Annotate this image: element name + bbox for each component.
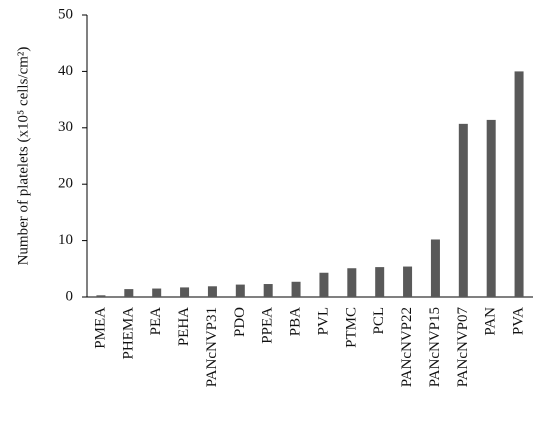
bar — [458, 123, 468, 298]
bar — [514, 71, 524, 298]
x-tick-label: PTMC — [343, 307, 359, 348]
x-tick-label: PVA — [511, 307, 527, 335]
bar — [235, 284, 245, 297]
x-tick-label: PDO — [232, 307, 248, 337]
y-tick-label: 20 — [58, 176, 73, 192]
bar — [207, 286, 217, 297]
x-tick-label: PMEA — [92, 307, 108, 349]
y-tick-label: 50 — [58, 6, 73, 22]
y-tick-label: 30 — [58, 119, 73, 135]
bar — [291, 281, 301, 297]
bar — [347, 268, 357, 297]
x-tick-label: PCL — [371, 307, 387, 335]
bar — [96, 295, 106, 297]
bar — [124, 289, 134, 297]
x-tick-label: PAN — [483, 307, 499, 336]
y-tick-label: 10 — [58, 232, 73, 248]
x-tick-label: PVL — [315, 307, 331, 335]
bar — [152, 288, 162, 297]
x-tick-label: PANcNVP22 — [399, 307, 415, 387]
x-tick-label: PBA — [288, 307, 304, 336]
bar — [180, 287, 190, 297]
x-tick-label: PANcNVP31 — [204, 307, 220, 387]
y-tick-label: 40 — [58, 63, 73, 79]
bar — [486, 119, 496, 298]
bar — [403, 266, 413, 297]
x-tick-label: PEA — [148, 307, 164, 336]
y-axis-label: Number of platelets (x10⁵ cells/cm²) — [15, 47, 31, 266]
y-tick-label: 0 — [66, 288, 74, 304]
x-tick-label: PANcNVP15 — [427, 307, 443, 387]
bar — [430, 239, 440, 297]
x-tick-label: PPEA — [260, 307, 276, 344]
bar — [319, 272, 329, 297]
x-tick-label: PEHA — [176, 307, 192, 346]
bar — [263, 284, 273, 297]
x-tick-label: PHEMA — [120, 307, 136, 360]
x-tick-label: PANcNVP07 — [455, 307, 471, 388]
bar — [375, 267, 385, 297]
